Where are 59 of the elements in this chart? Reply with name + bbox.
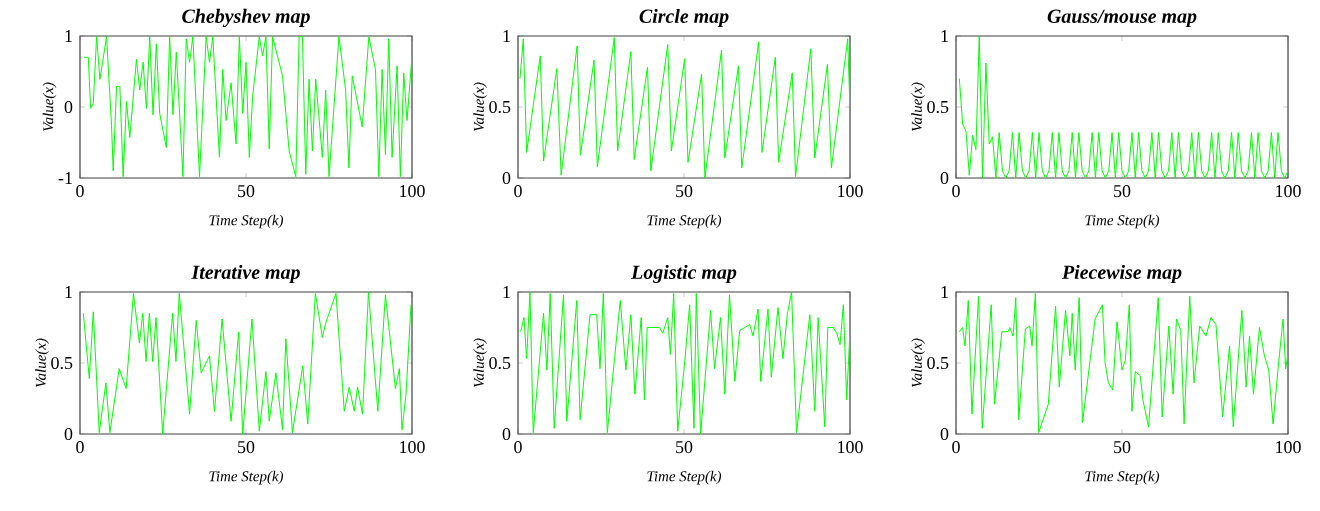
y-tick-label: 1 (65, 286, 72, 298)
x-tick-label: 0 (514, 185, 522, 198)
x-tick-label: 100 (1276, 441, 1301, 454)
x-axis-title: Time Step(k) (209, 214, 284, 229)
y-tick-label: 0 (502, 171, 511, 185)
line-series (958, 35, 1289, 178)
y-tick-label: 0.5 (489, 100, 511, 114)
y-tick-label: 1 (503, 286, 510, 298)
y-tick-label: 0 (64, 427, 73, 441)
x-tick-label: 100 (838, 185, 863, 198)
x-tick-label: 100 (1276, 185, 1301, 198)
y-tick-label: 1 (65, 30, 72, 42)
y-axis-title: Value(x) (911, 82, 925, 132)
x-tick-label: 0 (952, 185, 960, 198)
y-axis-title: Value(x) (473, 338, 487, 388)
x-axis-title: Time Step(k) (1085, 214, 1160, 229)
y-tick-label: 0.5 (489, 356, 511, 370)
chart-title: Gauss/mouse map (1047, 9, 1197, 28)
y-tick-label: 1 (941, 30, 948, 42)
x-tick-label: 100 (400, 441, 425, 454)
y-tick-label: 0 (940, 427, 949, 441)
x-tick-label: 0 (76, 185, 84, 198)
x-tick-label: 100 (838, 441, 863, 454)
x-tick-label: 50 (676, 441, 693, 454)
x-tick-label: 50 (1114, 441, 1131, 454)
chart-title: Circle map (639, 8, 729, 28)
y-tick-label: 0.5 (51, 356, 73, 370)
x-tick-label: 50 (238, 441, 255, 454)
x-tick-label: 0 (952, 441, 960, 454)
x-tick-label: 100 (400, 185, 425, 198)
y-axis-title: Value(x) (42, 82, 57, 132)
x-axis-title: Time Step(k) (209, 470, 284, 485)
x-axis-title: Time Step(k) (1085, 470, 1160, 485)
chart-title: Logistic map (631, 264, 737, 284)
line-series (958, 292, 1289, 434)
y-tick-label: 0 (502, 427, 511, 441)
chart-title: Iterative map (191, 264, 300, 284)
y-tick-label: 0.5 (927, 356, 949, 370)
chart-title: Chebyshev map (182, 8, 310, 28)
y-tick-label: -1 (58, 172, 72, 184)
y-tick-label: 0.5 (927, 100, 949, 114)
x-axis-title: Time Step(k) (647, 214, 722, 229)
x-tick-label: 50 (238, 185, 255, 198)
line-series (519, 36, 851, 178)
y-axis-title: Value(x) (473, 82, 487, 132)
y-tick-label: 1 (503, 30, 510, 42)
x-tick-label: 50 (1114, 185, 1131, 198)
line-series (83, 36, 412, 178)
line-series (82, 292, 412, 434)
y-tick-label: 0 (64, 100, 73, 114)
x-tick-label: 0 (76, 441, 84, 454)
y-tick-label: 1 (941, 286, 948, 298)
chart-title: Piecewise map (1061, 264, 1182, 284)
y-axis-title: Value(x) (911, 338, 925, 388)
x-axis-title: Time Step(k) (647, 470, 722, 485)
y-tick-label: 0 (940, 171, 949, 185)
x-tick-label: 0 (514, 441, 522, 454)
x-tick-label: 50 (676, 185, 693, 198)
y-axis-title: Value(x) (35, 338, 49, 388)
